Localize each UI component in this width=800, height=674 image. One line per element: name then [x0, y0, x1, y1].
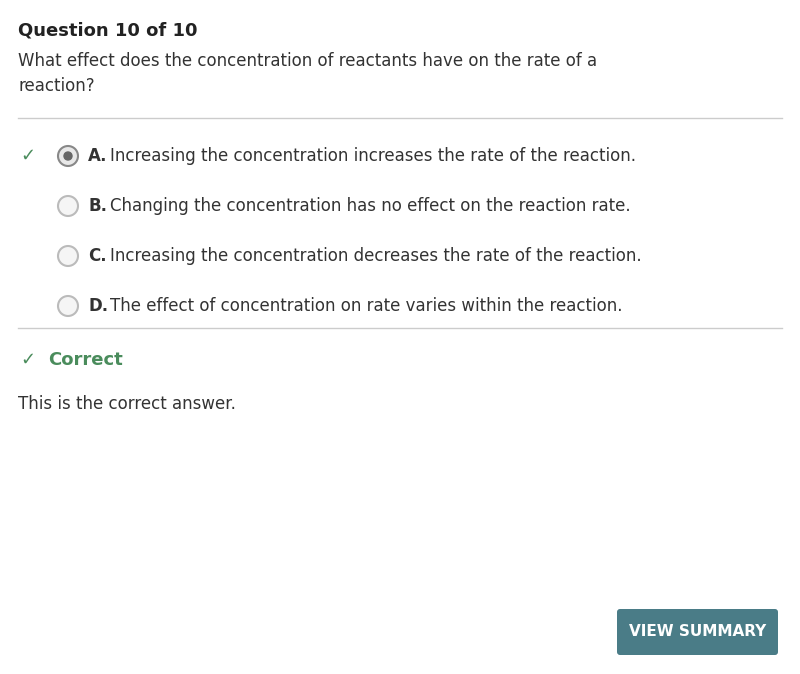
- Text: Increasing the concentration decreases the rate of the reaction.: Increasing the concentration decreases t…: [110, 247, 642, 265]
- Text: C.: C.: [88, 247, 106, 265]
- Text: ✓: ✓: [21, 147, 35, 165]
- Text: Changing the concentration has no effect on the reaction rate.: Changing the concentration has no effect…: [110, 197, 630, 215]
- Circle shape: [58, 196, 78, 216]
- FancyBboxPatch shape: [617, 609, 778, 655]
- Text: Increasing the concentration increases the rate of the reaction.: Increasing the concentration increases t…: [110, 147, 636, 165]
- Text: Correct: Correct: [48, 351, 122, 369]
- Text: ✓: ✓: [21, 351, 35, 369]
- Text: VIEW SUMMARY: VIEW SUMMARY: [629, 625, 766, 640]
- Circle shape: [58, 296, 78, 316]
- Text: A.: A.: [88, 147, 107, 165]
- Text: Question 10 of 10: Question 10 of 10: [18, 22, 198, 40]
- Text: What effect does the concentration of reactants have on the rate of a
reaction?: What effect does the concentration of re…: [18, 52, 597, 95]
- Circle shape: [58, 146, 78, 166]
- Circle shape: [64, 152, 72, 160]
- Text: This is the correct answer.: This is the correct answer.: [18, 395, 236, 413]
- Text: D.: D.: [88, 297, 108, 315]
- Text: B.: B.: [88, 197, 107, 215]
- Text: The effect of concentration on rate varies within the reaction.: The effect of concentration on rate vari…: [110, 297, 622, 315]
- Circle shape: [58, 246, 78, 266]
